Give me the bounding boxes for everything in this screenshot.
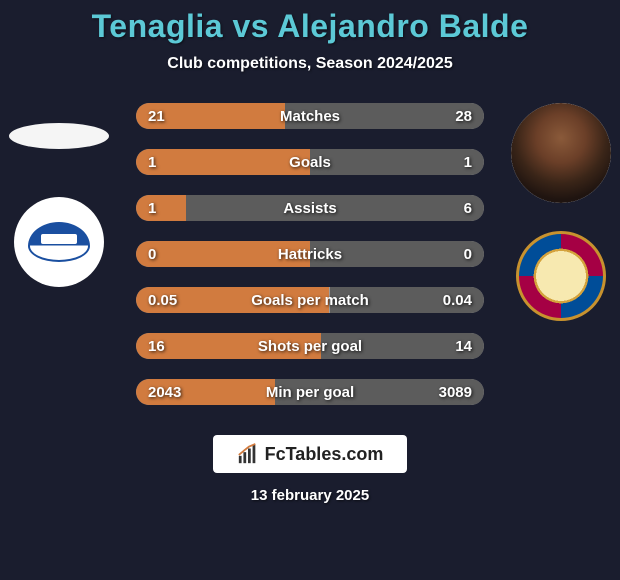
stat-label: Goals [136, 154, 484, 171]
stat-row: Matches21 28 [136, 103, 484, 129]
date-text: 13 february 2025 [0, 487, 620, 504]
stat-label: Assists [136, 200, 484, 217]
stat-row: Min per goal2043 3089 [136, 379, 484, 405]
stat-label: Goals per match [136, 292, 484, 309]
stat-row: Shots per goal16 14 [136, 333, 484, 359]
alaves-crest-icon [28, 222, 90, 262]
stat-label: Min per goal [136, 384, 484, 401]
stat-row: Hattricks0 0 [136, 241, 484, 267]
comparison-container: Matches2128Goals11Assists16Hattricks00Go… [0, 103, 620, 405]
stat-value-left: 2043 [148, 384, 181, 401]
stat-label: Matches [136, 108, 484, 125]
right-player-column [506, 103, 616, 321]
stat-value-right: 6 [464, 200, 472, 217]
brand-text: FcTables.com [265, 444, 384, 465]
stat-value-right: 14 [455, 338, 472, 355]
stat-value-right: 3089 [439, 384, 472, 401]
right-club-logo [516, 231, 606, 321]
footer: FcTables.com 13 february 2025 [0, 435, 620, 504]
player-face-icon [511, 103, 611, 203]
page-title: Tenaglia vs Alejandro Balde [0, 0, 620, 45]
stat-label: Shots per goal [136, 338, 484, 355]
stat-row: Goals1 1 [136, 149, 484, 175]
stat-label: Hattricks [136, 246, 484, 263]
left-player-photo [9, 123, 109, 149]
stat-value-right: 0.04 [443, 292, 472, 309]
stat-value-left: 0 [148, 246, 156, 263]
stat-value-left: 16 [148, 338, 165, 355]
page-subtitle: Club competitions, Season 2024/2025 [0, 55, 620, 73]
stat-row: Goals per match0.05 0.04 [136, 287, 484, 313]
stat-row: Assists1 6 [136, 195, 484, 221]
right-player-photo [511, 103, 611, 203]
stat-value-left: 21 [148, 108, 165, 125]
stat-value-right: 1 [464, 154, 472, 171]
brand-badge: FcTables.com [213, 435, 408, 473]
stat-bars: Matches2128Goals11Assists16Hattricks00Go… [136, 103, 484, 405]
stat-value-left: 0.05 [148, 292, 177, 309]
stat-value-left: 1 [148, 200, 156, 217]
stat-value-right: 28 [455, 108, 472, 125]
stat-value-right: 0 [464, 246, 472, 263]
left-player-column [4, 103, 114, 287]
chart-icon [237, 443, 259, 465]
stat-value-left: 1 [148, 154, 156, 171]
left-club-logo [14, 197, 104, 287]
